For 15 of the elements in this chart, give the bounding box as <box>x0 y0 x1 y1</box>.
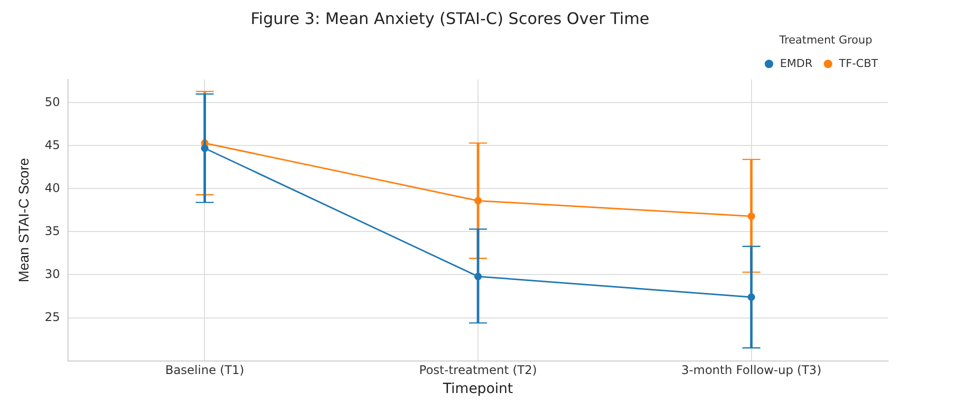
x-tick-label: Post-treatment (T2) <box>419 363 537 378</box>
x-tick-label: Baseline (T1) <box>165 363 244 378</box>
y-tick-label: 25 <box>44 310 60 324</box>
y-tick-label: 50 <box>44 94 60 109</box>
y-tick-label: 30 <box>44 266 60 281</box>
legend-label: EMDR <box>780 56 813 70</box>
chart-title: Figure 3: Mean Anxiety (STAI-C) Scores Over Time <box>250 8 650 28</box>
y-tick-label: 45 <box>44 138 60 152</box>
y-tick-label: 40 <box>44 180 60 195</box>
legend-label: TF-CBT <box>838 56 878 70</box>
x-tick-label: 3-month Follow-up (T3) <box>681 363 822 378</box>
legend-title: Treatment Group <box>778 34 872 47</box>
y-tick-label: 35 <box>44 224 60 238</box>
x-axis-title: Timepoint <box>442 381 514 398</box>
y-axis-title: Mean STAI-C Score <box>15 158 32 282</box>
